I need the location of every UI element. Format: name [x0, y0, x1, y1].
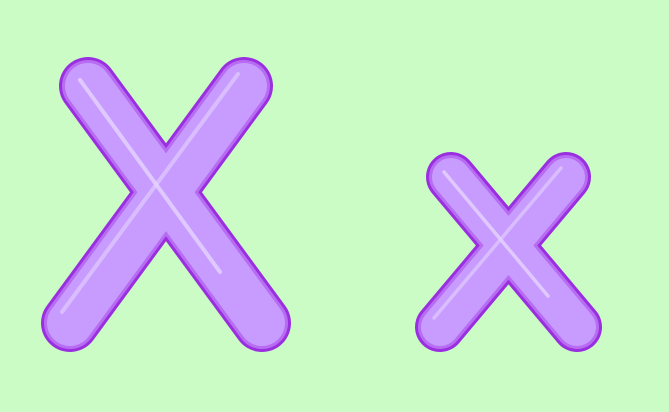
uppercase-x-glyph: [41, 57, 291, 352]
lowercase-x-glyph: [415, 152, 602, 352]
letter-x-illustration: [41, 57, 602, 352]
